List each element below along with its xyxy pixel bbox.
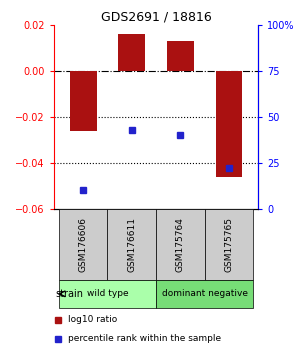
Bar — [107, 209, 156, 280]
Text: GSM175764: GSM175764 — [176, 217, 185, 272]
Text: GSM175765: GSM175765 — [224, 217, 233, 272]
Bar — [70, 71, 97, 131]
Text: percentile rank within the sample: percentile rank within the sample — [68, 334, 221, 343]
Bar — [215, 71, 242, 177]
Text: wild type: wild type — [87, 289, 128, 298]
Bar — [156, 209, 205, 280]
Title: GDS2691 / 18816: GDS2691 / 18816 — [100, 11, 212, 24]
Text: log10 ratio: log10 ratio — [68, 315, 118, 324]
Bar — [205, 209, 253, 280]
Bar — [59, 209, 107, 280]
Bar — [118, 34, 145, 71]
Text: GSM176611: GSM176611 — [127, 217, 136, 272]
Text: dominant negative: dominant negative — [162, 289, 248, 298]
Bar — [156, 280, 253, 308]
Bar — [59, 280, 156, 308]
Text: GSM176606: GSM176606 — [79, 217, 88, 272]
Text: strain: strain — [55, 289, 83, 299]
Bar — [167, 41, 194, 71]
